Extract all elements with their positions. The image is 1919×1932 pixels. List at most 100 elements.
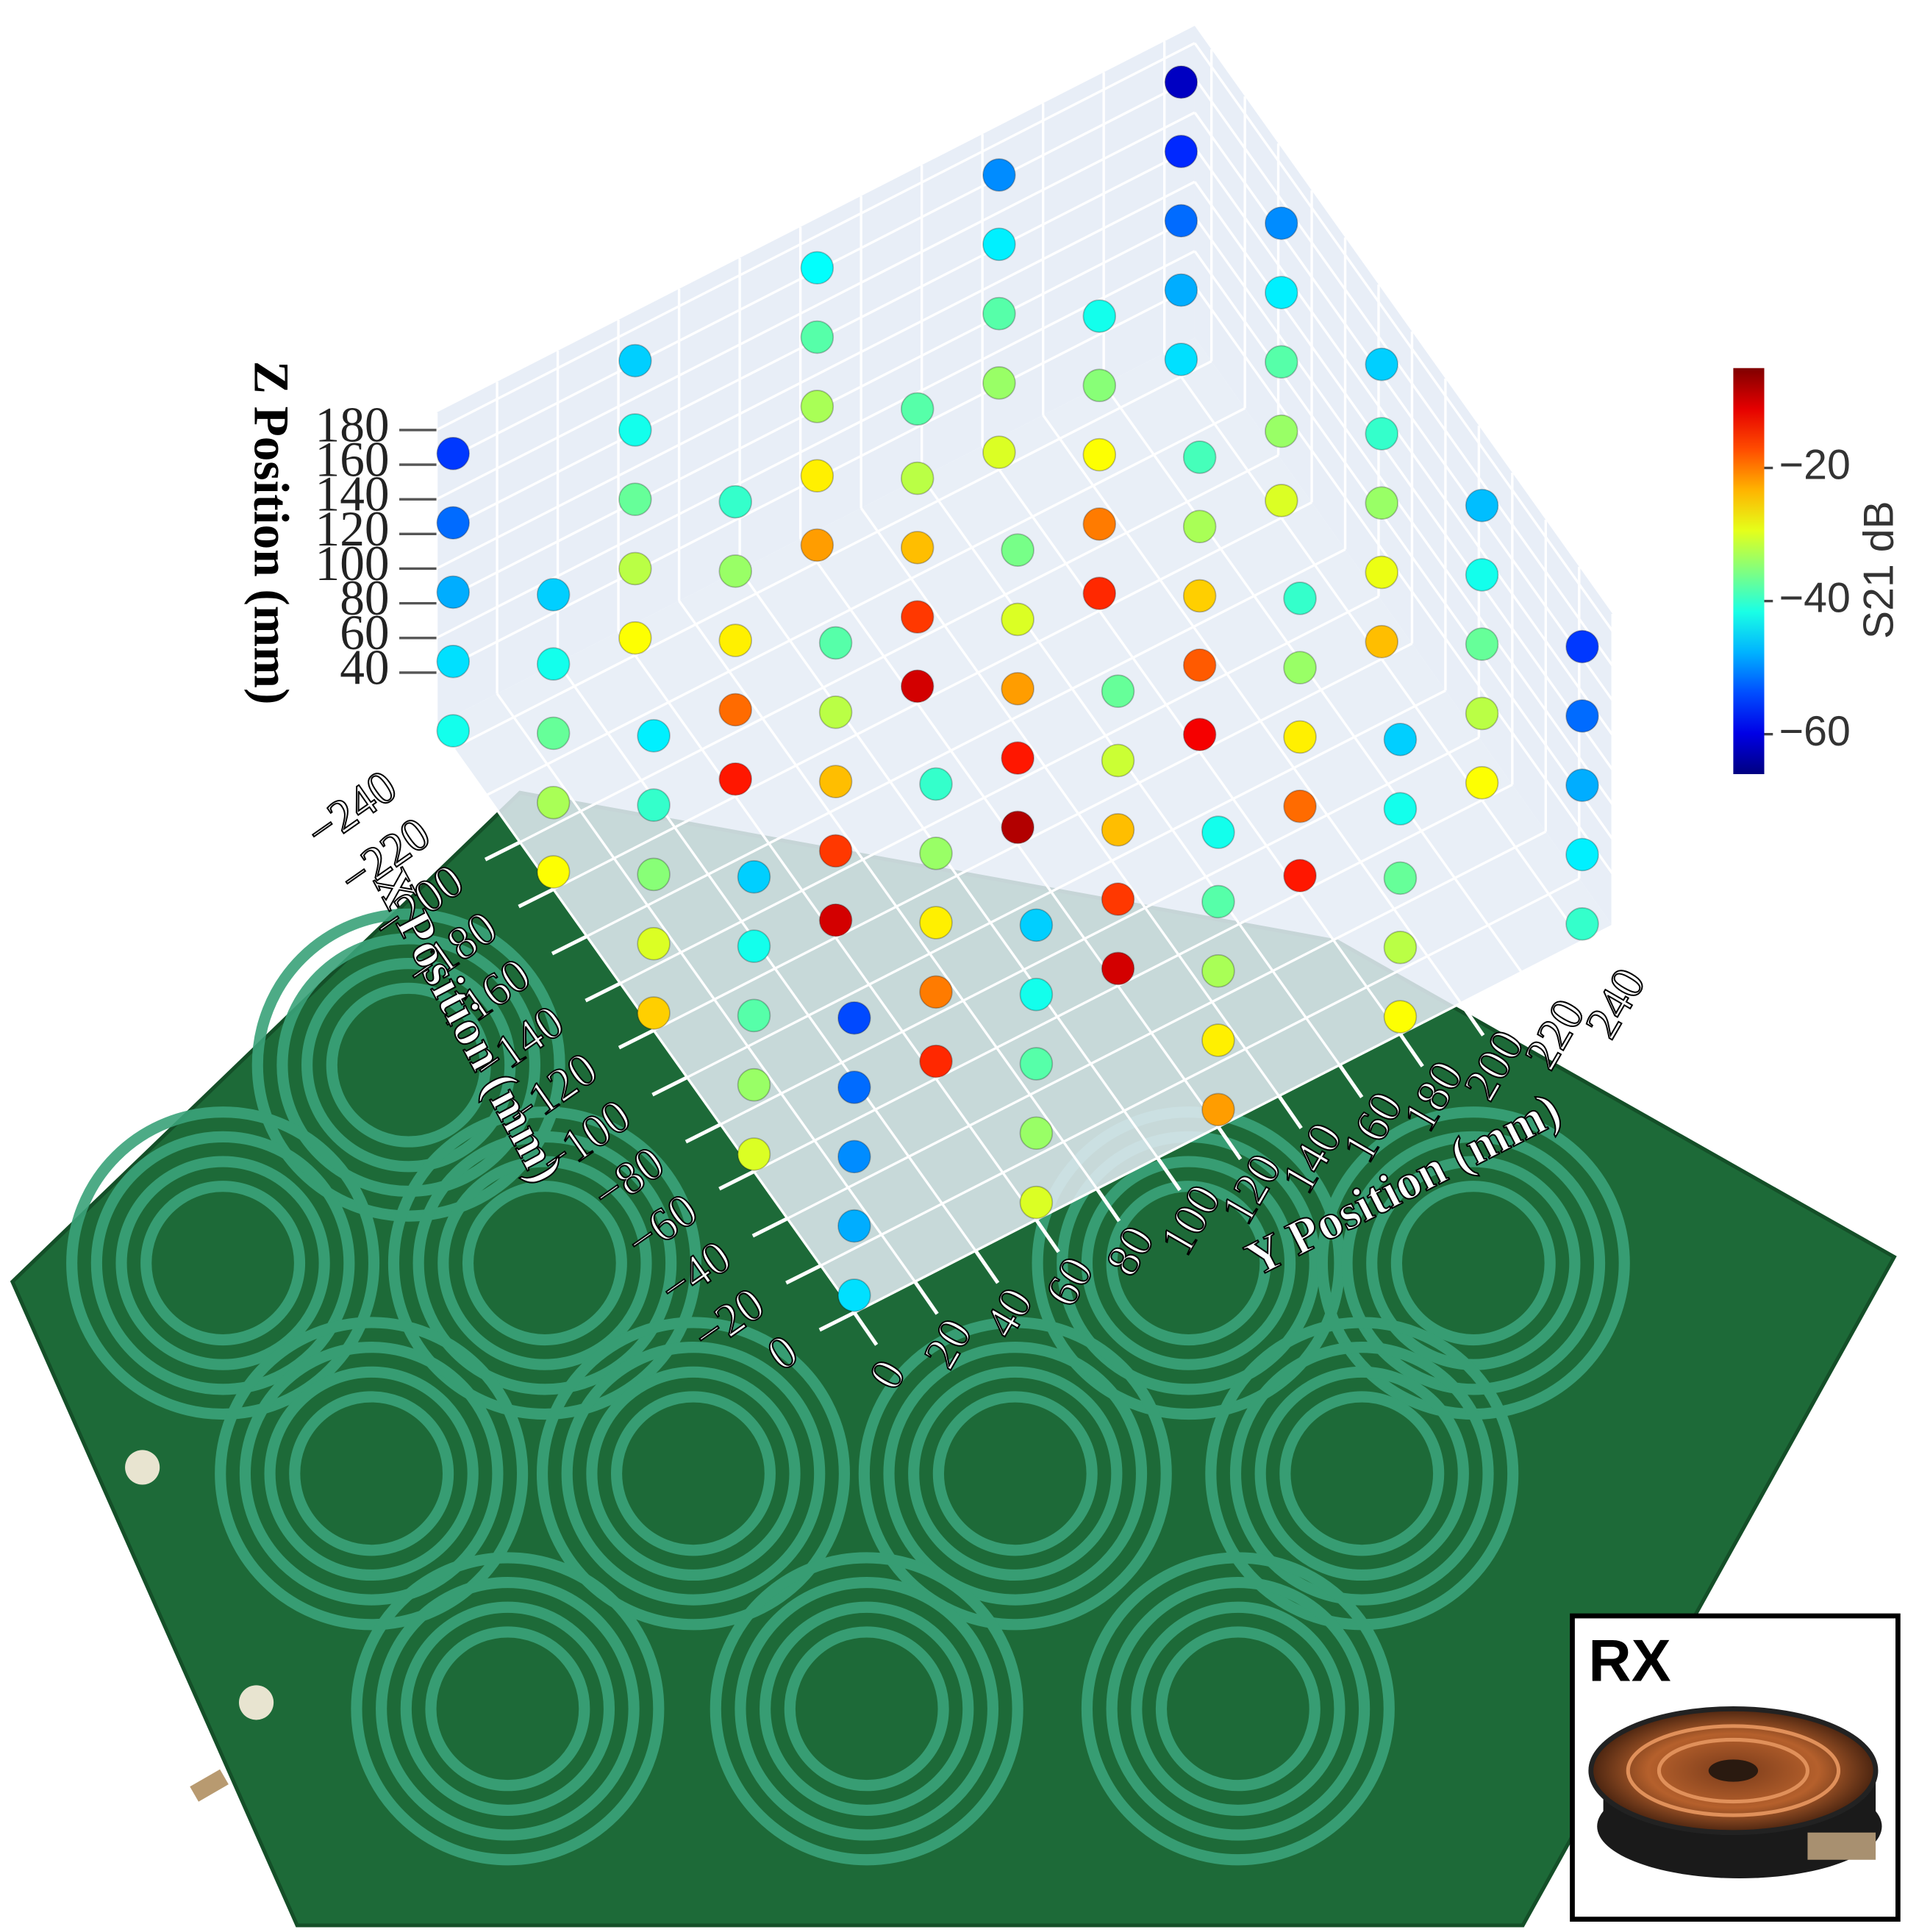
pcb-coil	[561, 1342, 826, 1606]
data-point	[1019, 1185, 1054, 1220]
data-point	[1201, 1023, 1235, 1057]
data-point	[1365, 625, 1398, 659]
data-point	[1164, 65, 1198, 99]
data-point	[737, 860, 771, 894]
data-point	[1019, 1047, 1054, 1081]
data-point	[1082, 368, 1117, 402]
data-point	[818, 765, 853, 798]
data-point	[818, 695, 853, 729]
pcb-coil	[140, 1181, 306, 1346]
x-tick	[585, 981, 621, 1003]
z-axis-title: Z Position (mm)	[244, 361, 299, 705]
data-point	[618, 621, 652, 655]
z-tick-label: 60	[340, 605, 389, 660]
data-point	[618, 413, 652, 447]
data-point	[800, 528, 835, 562]
pcb-coil	[425, 1626, 590, 1792]
data-point	[1201, 815, 1235, 849]
data-point	[1465, 627, 1499, 661]
pcb-coil	[437, 1156, 652, 1370]
grid-line	[496, 693, 916, 1283]
grid-line	[1193, 111, 1614, 701]
grid-line	[485, 407, 1246, 797]
z-tick-label: 80	[340, 570, 389, 626]
data-point	[837, 1070, 871, 1104]
data-point	[1201, 1092, 1235, 1127]
grid-line	[552, 501, 1312, 891]
grid-line	[1193, 215, 1614, 806]
data-point	[618, 482, 652, 516]
z-tick-label: 40	[340, 640, 389, 695]
data-point	[637, 788, 671, 822]
data-point	[618, 551, 652, 586]
data-point	[618, 343, 652, 378]
data-point	[800, 390, 835, 423]
x-tick	[651, 1076, 688, 1097]
data-point	[837, 1278, 871, 1312]
data-point	[1101, 951, 1135, 986]
data-point	[800, 320, 835, 354]
grid-line	[653, 642, 1413, 1032]
x-tick	[618, 1028, 655, 1050]
pcb-coil	[536, 1317, 850, 1631]
grid-line	[720, 736, 1480, 1126]
z-tick-label: 100	[315, 536, 390, 591]
pcb-coil	[251, 908, 565, 1222]
data-point	[1182, 579, 1217, 613]
pcb-coil	[1081, 1156, 1296, 1370]
data-point	[1383, 723, 1418, 756]
data-point	[837, 1139, 871, 1174]
data-point	[1265, 345, 1298, 379]
pcb-coil	[115, 1156, 330, 1370]
data-point	[718, 762, 752, 796]
data-point	[637, 719, 671, 753]
pcb-coil	[1254, 1366, 1469, 1581]
data-point	[1182, 648, 1217, 682]
pcb-coil	[301, 958, 516, 1173]
grid-line	[1193, 250, 1614, 840]
pcb-coil	[1279, 1391, 1445, 1556]
data-point	[1383, 861, 1418, 895]
inset-label: RX	[1588, 1628, 1670, 1695]
data-point	[1465, 558, 1499, 592]
x-tick	[718, 1170, 755, 1191]
x-tick	[818, 1311, 856, 1332]
data-point	[1001, 741, 1034, 775]
data-point	[1082, 299, 1117, 333]
data-point	[1082, 507, 1117, 541]
y-tick	[1216, 1126, 1243, 1161]
y-tick	[1398, 1033, 1424, 1067]
data-point	[1365, 417, 1398, 451]
data-point	[1365, 347, 1398, 382]
pcb-board	[10, 790, 1897, 1928]
data-point	[1164, 135, 1198, 168]
data-point	[436, 506, 471, 540]
pcb-coil	[735, 1576, 999, 1841]
pcb-coil	[90, 1131, 355, 1395]
data-point	[737, 1137, 771, 1171]
data-point	[1565, 629, 1599, 664]
scatter-3d: 0−20−40−60−80−100−120−140−160−180−200−22…	[296, 26, 1656, 1398]
data-point	[1001, 602, 1034, 637]
data-point	[1465, 488, 1499, 523]
y-tick	[1520, 970, 1545, 1006]
pcb-coil	[610, 1391, 776, 1556]
data-point	[1265, 206, 1298, 240]
data-point	[982, 158, 1016, 192]
colorbar-tick-label: −60	[1779, 708, 1851, 755]
grid-line	[435, 250, 1196, 640]
x-tick	[785, 1264, 822, 1285]
y-tick	[1580, 940, 1607, 975]
data-point	[637, 926, 671, 961]
data-point	[1001, 672, 1034, 706]
data-point	[1265, 484, 1298, 518]
data-point	[1019, 908, 1054, 942]
data-point	[1565, 768, 1599, 802]
data-point	[536, 578, 571, 612]
data-point	[982, 366, 1016, 400]
y-tick	[973, 1249, 1000, 1284]
data-point	[737, 929, 771, 963]
data-point	[1101, 882, 1135, 916]
data-point	[1001, 810, 1034, 845]
data-point	[718, 484, 752, 519]
